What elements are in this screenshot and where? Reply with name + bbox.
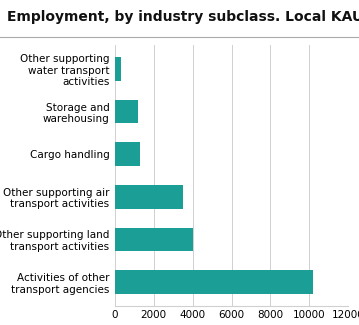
Bar xyxy=(115,270,313,294)
Text: Employment, by industry subclass. Local KAUs: Employment, by industry subclass. Local … xyxy=(7,10,359,24)
Bar xyxy=(115,228,193,251)
Bar xyxy=(115,100,138,123)
Bar xyxy=(115,142,140,166)
Bar xyxy=(115,185,183,209)
Bar xyxy=(115,57,121,81)
